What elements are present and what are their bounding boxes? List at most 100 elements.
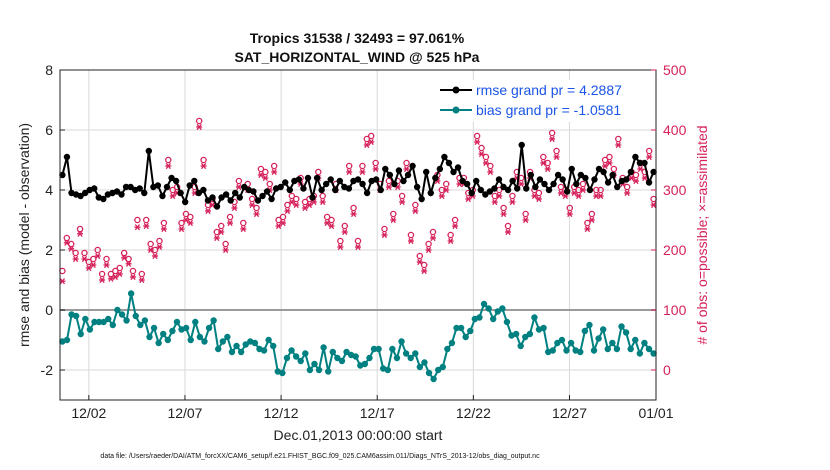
- rmse-point: [641, 159, 648, 167]
- obs-assimilated-point: [63, 239, 70, 246]
- bias-point: [205, 324, 213, 332]
- rmse-point: [250, 188, 257, 195]
- obs-assimilated-point: [121, 254, 128, 261]
- bias-point: [315, 366, 323, 374]
- asterisk-stroke: [209, 201, 216, 209]
- obs-assimilated-point: [169, 192, 176, 200]
- asterisk-stroke: [465, 195, 471, 203]
- y-right-tick-label: 300: [663, 182, 687, 198]
- rmse-point: [395, 167, 403, 174]
- obs-possible-point: [187, 213, 194, 221]
- obs-possible-point: [367, 132, 375, 140]
- asterisk-stroke: [214, 234, 220, 242]
- rmse-point: [195, 189, 203, 197]
- obs-assimilated-point: [372, 165, 379, 173]
- rmse-point: [536, 176, 544, 183]
- y-right-tick-label: 100: [663, 302, 687, 318]
- bias-point: [595, 335, 602, 342]
- obs-possible-point: [235, 177, 243, 185]
- bias-point: [173, 318, 181, 326]
- rmse-point: [168, 174, 175, 182]
- asterisk-stroke: [258, 171, 264, 179]
- obs-assimilated-point: [641, 174, 648, 182]
- asterisk-stroke: [505, 228, 511, 236]
- asterisk-stroke: [558, 189, 564, 197]
- obs-assimilated-point: [222, 246, 229, 254]
- rmse-point: [413, 183, 421, 191]
- obs-possible-point: [138, 270, 146, 278]
- asterisk-stroke: [417, 258, 423, 266]
- obs-assimilated-point: [134, 224, 141, 231]
- rmse-point: [445, 159, 453, 167]
- asterisk-stroke: [575, 192, 582, 200]
- rmse-point: [477, 186, 484, 194]
- obs-possible-point: [522, 210, 529, 218]
- y-left-tick-label: 2: [45, 242, 53, 258]
- asterisk-stroke: [108, 275, 114, 282]
- bias-point: [577, 348, 584, 356]
- data-file-footnote: data file: /Users/raeder/DAI/ATM_forcXX/…: [100, 453, 540, 460]
- asterisk-stroke: [59, 278, 66, 285]
- asterisk-stroke: [68, 245, 74, 252]
- x-tick-label: 12/27: [552, 405, 587, 421]
- rmse-point: [545, 186, 553, 194]
- asterisk-stroke: [77, 230, 83, 237]
- rmse-point: [527, 171, 535, 179]
- bias-point: [590, 347, 598, 354]
- rmse-point: [286, 186, 293, 194]
- asterisk-stroke: [536, 195, 542, 203]
- obs-assimilated-point: [496, 192, 503, 200]
- bias-point: [412, 350, 419, 357]
- bias-point: [499, 305, 506, 312]
- obs-possible-point: [592, 186, 600, 194]
- bias-line: [62, 293, 655, 381]
- rmse-point: [459, 177, 466, 185]
- rmse-point: [313, 174, 321, 182]
- obs-possible-point: [94, 246, 101, 254]
- asterisk-stroke: [103, 261, 110, 269]
- obs-assimilated-point: [200, 162, 207, 170]
- y-right-tick-label: 500: [663, 62, 687, 78]
- obs-assimilated-point: [557, 189, 564, 197]
- rmse-point: [200, 186, 207, 194]
- bias-point: [306, 366, 314, 374]
- obs-possible-point: [147, 240, 154, 248]
- y-axis-right-label: # of obs: o=possible; ×=assimilated: [694, 125, 710, 344]
- asterisk-stroke: [381, 231, 388, 239]
- obs-assimilated-point: [231, 204, 238, 212]
- rmse-point: [327, 176, 334, 183]
- rmse-point: [113, 188, 121, 195]
- rmse-point: [377, 186, 384, 194]
- bias-point: [219, 338, 227, 345]
- bias-point: [476, 314, 483, 321]
- y-left-tick-label: -2: [41, 362, 54, 378]
- bias-point: [192, 318, 199, 326]
- obs-assimilated-point: [293, 201, 300, 209]
- obs-possible-point: [500, 204, 507, 212]
- obs-possible-point: [487, 162, 494, 170]
- asterisk-stroke: [390, 216, 396, 224]
- obs-assimilated-point: [443, 186, 450, 194]
- rmse-point: [363, 189, 371, 197]
- obs-possible-point: [248, 195, 256, 203]
- asterisk-stroke: [628, 174, 635, 182]
- obs-assimilated-point: [381, 231, 388, 239]
- asterisk-stroke: [240, 225, 246, 233]
- obs-assimilated-point: [328, 222, 335, 230]
- obs-possible-point: [337, 237, 344, 245]
- obs-assimilated-point: [249, 201, 256, 209]
- bias-point: [123, 317, 130, 324]
- x-axis: 12/02 12/07 12/12 12/17 12/22 12/27 01/01: [71, 395, 674, 421]
- rmse-point: [259, 192, 266, 200]
- asterisk-stroke: [350, 210, 357, 218]
- obs-assimilated-point: [107, 275, 114, 282]
- asterisk-stroke: [545, 165, 551, 173]
- asterisk-stroke: [448, 237, 454, 245]
- obs-possible-point: [90, 255, 97, 263]
- obs-assimilated-point: [632, 177, 639, 185]
- obs-assimilated-point: [571, 189, 578, 197]
- rmse-point: [400, 177, 407, 185]
- rmse-point: [172, 177, 180, 185]
- obs-assimilated-point: [85, 264, 92, 272]
- obs-possible-point: [623, 183, 631, 191]
